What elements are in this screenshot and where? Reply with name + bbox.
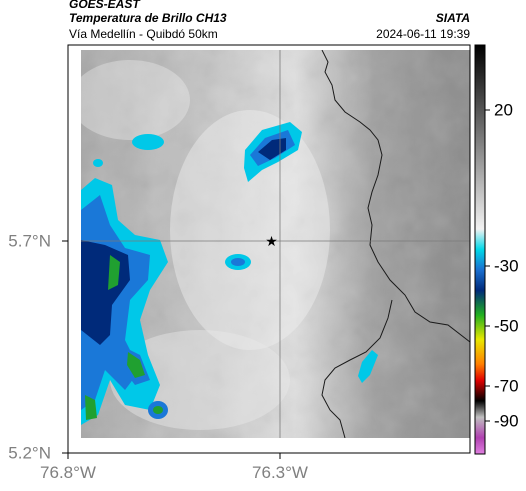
colorbar-tick-label: -50	[494, 317, 519, 336]
x-axis: 76.8°W 76.3°W	[40, 453, 308, 482]
colorbar-tick-label: 20	[494, 101, 513, 120]
y-axis: 5.7°N 5.2°N	[8, 232, 68, 463]
cold-cloud-southeast	[358, 350, 378, 383]
department-boundaries	[321, 50, 470, 438]
map-canvas	[81, 50, 470, 438]
star-icon: ★	[265, 233, 278, 249]
location-label: Vía Medellín - Quibdó 50km	[69, 27, 218, 41]
colorbar-tick-label: -70	[494, 377, 519, 396]
y-tick-label: 5.2°N	[8, 444, 51, 463]
x-tick-label: 76.3°W	[252, 463, 308, 482]
colorbar-tick-label: -30	[494, 257, 519, 276]
graticule	[81, 50, 470, 438]
y-tick-label: 5.7°N	[8, 232, 51, 251]
product-title: GOES-EAST	[69, 0, 140, 11]
datetime-label: 2024-06-11 19:39	[376, 27, 470, 41]
cold-cloud-left	[81, 159, 168, 425]
organization-label: SIATA	[435, 11, 470, 25]
map-frame	[67, 44, 471, 454]
colorbar: 20 -30 -50 -70 -90	[474, 44, 519, 455]
x-tick-label: 76.8°W	[40, 463, 96, 482]
cold-cloud-north	[132, 122, 302, 182]
product-subtitle: Temperatura de Brillo CH13	[69, 11, 227, 25]
colorbar-tick-label: -90	[494, 412, 519, 431]
